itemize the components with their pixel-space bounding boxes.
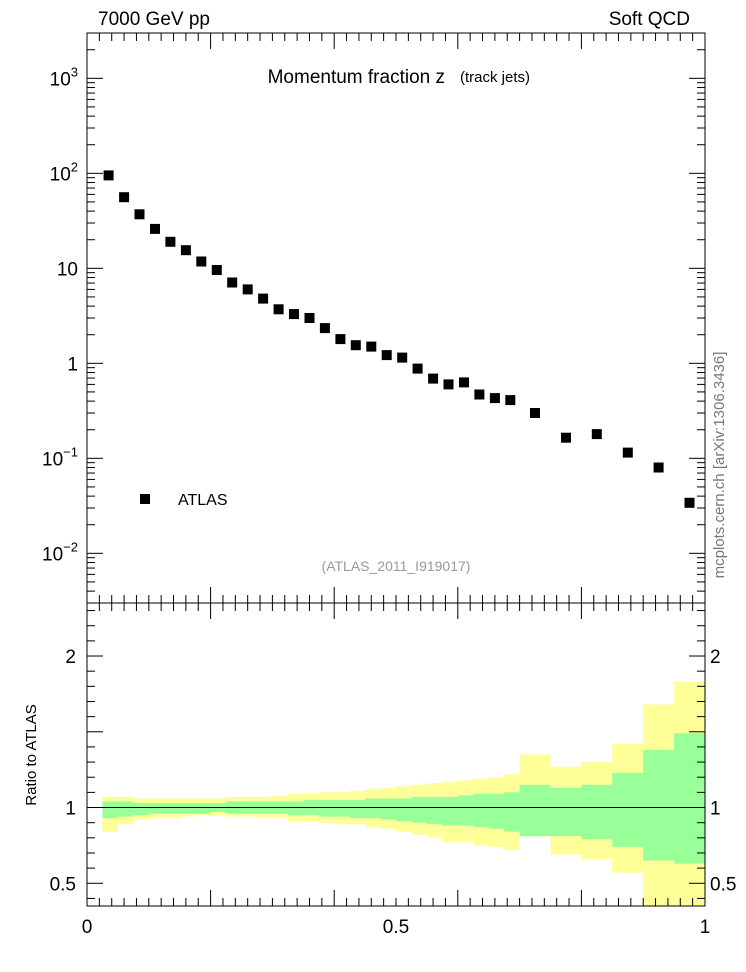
data-point	[459, 377, 469, 388]
data-point	[653, 462, 664, 473]
ratio-plot-frame	[86, 602, 706, 907]
data-point	[684, 497, 695, 508]
data-point	[381, 350, 392, 361]
x-tick-label: 1	[700, 917, 711, 938]
y-tick-label: 102	[50, 159, 78, 185]
data-point	[622, 447, 633, 458]
data-point	[474, 389, 485, 400]
data-point	[428, 373, 439, 384]
ratio-y-tick-label-right: 2	[710, 647, 721, 668]
ratio-y-tick-label-right: 0.5	[710, 874, 736, 895]
data-point	[319, 323, 330, 334]
data-point	[530, 408, 540, 418]
data-point	[397, 352, 408, 363]
axis-tick-labels: 10−2 10−1 1 10 102 103 0.5 0.5 1 1 2 2 0 0.5 1	[42, 64, 736, 938]
data-point	[165, 236, 176, 247]
data-point	[180, 245, 191, 256]
y-tick-label: 10	[57, 259, 78, 280]
chart-title-sub: (track jets)	[460, 69, 530, 86]
main-plot-frame	[86, 32, 706, 604]
data-point	[591, 429, 602, 440]
data-point	[134, 209, 145, 220]
y-tick-label: 1	[67, 354, 78, 375]
data-point	[211, 265, 222, 275]
ratio-y-axis-label: Ratio to ATLAS	[23, 704, 40, 805]
analysis-tag: (ATLAS_2011_I919017)	[322, 558, 471, 574]
data-point	[119, 192, 130, 203]
data-point	[150, 223, 160, 234]
y-tick-label: 103	[50, 64, 78, 90]
ratio-y-tick-label-right: 1	[710, 799, 721, 820]
ratio-y-tick-label-left: 0.5	[50, 874, 76, 895]
ratio-y-tick-label-left: 2	[65, 647, 76, 668]
data-point	[196, 256, 207, 267]
data-point	[103, 170, 114, 181]
chart-title: Momentum fraction z	[268, 67, 445, 88]
data-point	[561, 432, 571, 443]
header-right: Soft QCD	[609, 9, 690, 30]
data-point	[412, 363, 423, 374]
ratio-bands	[102, 681, 705, 906]
x-tick-label: 0.5	[383, 917, 409, 938]
data-point	[489, 393, 500, 404]
data-point	[335, 334, 346, 345]
x-tick-label: 0	[82, 917, 93, 938]
data-point	[227, 277, 238, 288]
axis-ticks	[86, 32, 706, 906]
ratio-y-tick-label-left: 1	[65, 799, 76, 820]
data-point	[242, 284, 253, 295]
y-tick-label: 10−1	[42, 444, 78, 470]
data-point	[350, 340, 361, 351]
data-point	[366, 341, 377, 352]
data-point	[505, 395, 516, 406]
y-tick-label: 10−2	[42, 539, 78, 565]
data-point	[289, 309, 299, 320]
data-point	[258, 293, 269, 304]
legend-label-atlas: ATLAS	[178, 492, 228, 509]
ratio-band-0	[102, 681, 705, 906]
header-left: 7000 GeV pp	[98, 9, 210, 30]
atlas-data-points	[103, 170, 695, 508]
legend-marker-atlas	[140, 494, 150, 504]
data-point	[304, 313, 315, 323]
mcplots-side-label: mcplots.cern.ch [arXiv:1306.3436]	[711, 352, 728, 579]
ratio-band-1	[102, 733, 705, 864]
data-point	[273, 304, 284, 315]
data-point	[443, 379, 454, 390]
